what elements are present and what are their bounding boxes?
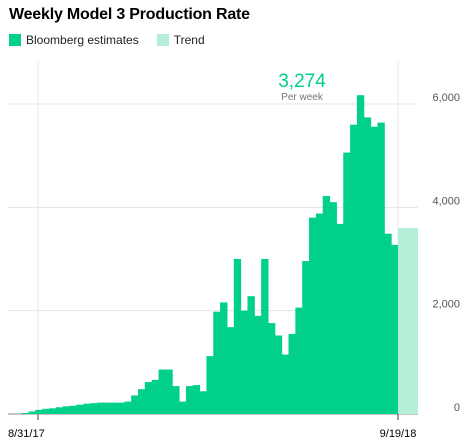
- bar-estimate: [35, 409, 43, 414]
- bar-estimate: [336, 223, 344, 414]
- bar-estimate: [315, 213, 324, 414]
- bar-estimate: [343, 152, 351, 415]
- bar-estimate: [356, 95, 365, 414]
- bar-estimate: [261, 259, 269, 414]
- bars-group: [21, 95, 418, 415]
- bar-estimate: [391, 244, 399, 414]
- bar-estimate: [172, 386, 180, 414]
- bar-estimate: [124, 401, 132, 414]
- chart-legend: Bloomberg estimates Trend: [9, 33, 223, 47]
- bar-estimate: [158, 369, 166, 414]
- bar-estimate: [49, 408, 57, 414]
- y-tick-label: 0: [454, 402, 460, 414]
- bar-estimate: [117, 402, 125, 414]
- bar-estimate: [131, 395, 139, 414]
- bar-estimate: [322, 195, 331, 414]
- bar-estimate: [329, 202, 337, 414]
- bar-estimate: [55, 407, 64, 414]
- legend-swatch-estimates: [9, 34, 21, 46]
- legend-item-estimates: Bloomberg estimates: [9, 33, 139, 47]
- chart-title: Weekly Model 3 Production Rate: [9, 6, 250, 23]
- bar-estimate: [103, 402, 112, 414]
- bar-estimate: [268, 323, 276, 414]
- bar-estimate: [185, 386, 194, 414]
- bar-estimate: [42, 408, 50, 414]
- bar-estimate: [350, 124, 358, 415]
- bar-estimate: [240, 310, 248, 414]
- bar-estimate: [226, 327, 235, 414]
- bar-estimate: [247, 296, 255, 414]
- bar-estimate: [213, 311, 221, 414]
- y-tick-label: 2,000: [432, 299, 460, 311]
- bar-estimate: [110, 402, 118, 414]
- annotation-subtitle: Per week: [281, 92, 324, 103]
- bar-estimate: [62, 406, 71, 414]
- bar-estimate: [309, 217, 317, 414]
- bar-estimate: [96, 402, 105, 414]
- x-tick-label-end: 9/19/18: [380, 428, 417, 440]
- bar-estimate: [199, 391, 207, 414]
- bar-trend: [398, 228, 418, 414]
- y-tick-label: 6,000: [432, 92, 460, 104]
- y-tick-label: 4,000: [432, 195, 460, 207]
- bar-estimate: [192, 385, 201, 414]
- bar-estimate: [151, 379, 160, 414]
- bar-estimate: [384, 233, 392, 414]
- legend-swatch-trend: [156, 34, 169, 46]
- bar-estimate: [138, 389, 146, 414]
- bar-estimate: [363, 117, 372, 414]
- annotation-value: 3,274: [278, 71, 326, 92]
- bar-estimate: [144, 381, 153, 414]
- bar-estimate: [281, 354, 290, 414]
- bar-estimate: [233, 259, 242, 414]
- bar-estimate: [28, 411, 36, 414]
- bar-estimate: [302, 261, 310, 414]
- legend-item-trend: Trend: [156, 33, 205, 47]
- legend-label-trend: Trend: [173, 33, 205, 47]
- bar-estimate: [254, 315, 262, 414]
- bar-estimate: [288, 333, 296, 414]
- bar-estimate: [206, 356, 214, 414]
- x-tick-label-start: 8/31/17: [8, 428, 45, 440]
- bar-estimate: [165, 369, 173, 414]
- bar-estimate: [69, 405, 77, 414]
- legend-label-estimates: Bloomberg estimates: [26, 33, 139, 47]
- bar-estimate: [90, 403, 98, 414]
- bar-estimate: [377, 122, 385, 414]
- bar-estimate: [370, 126, 378, 414]
- bar-estimate: [274, 335, 283, 414]
- bar-estimate: [295, 307, 303, 414]
- bar-estimate: [21, 412, 30, 414]
- bar-estimate: [83, 403, 91, 414]
- bar-estimate: [179, 401, 187, 414]
- bar-estimate: [220, 302, 228, 414]
- bar-estimate: [76, 404, 84, 414]
